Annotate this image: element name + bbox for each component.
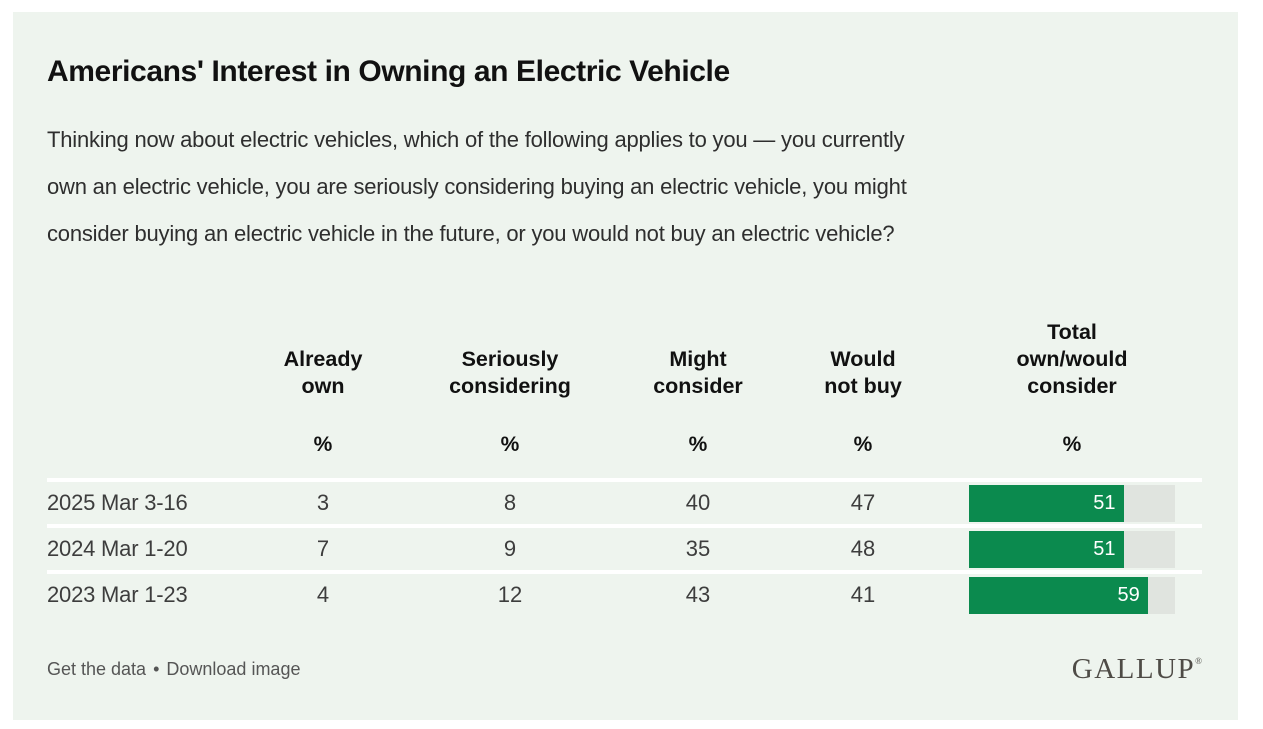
- bar-value-label: 51: [1093, 537, 1116, 560]
- value-would-not-buy: 47: [850, 490, 876, 515]
- table-row: 2025 Mar 3-16 3 8 40 47 51: [47, 478, 1202, 524]
- column-header-spacer: [47, 319, 237, 400]
- total-bar: 59: [969, 576, 1148, 614]
- value-seriously-considering: 9: [503, 536, 517, 561]
- page-title: Americans' Interest in Owning an Electri…: [47, 55, 730, 88]
- column-header-already-own: Already own: [283, 347, 363, 398]
- question-text: Thinking now about electric vehicles, wh…: [47, 116, 1202, 257]
- bar-track: 59: [969, 576, 1175, 614]
- unit-label: %: [1062, 433, 1082, 456]
- value-might-consider: 35: [685, 536, 711, 561]
- total-bar-cell: 51: [941, 530, 1202, 568]
- footer: Get the data • Download image GALLUP®: [47, 650, 1202, 688]
- table-header-row: Already own Seriously considering Might …: [47, 319, 1202, 400]
- question-line: consider buying an electric vehicle in t…: [47, 221, 895, 246]
- value-already-own: 4: [316, 582, 330, 607]
- value-already-own: 7: [316, 536, 330, 561]
- unit-label: %: [853, 433, 873, 456]
- footer-links: Get the data • Download image: [47, 659, 300, 680]
- gallup-logo: GALLUP®: [1072, 653, 1202, 686]
- total-bar: 51: [969, 530, 1124, 568]
- column-header-seriously-considering: Seriously considering: [449, 347, 571, 398]
- value-seriously-considering: 8: [503, 490, 517, 515]
- value-would-not-buy: 41: [850, 582, 876, 607]
- get-the-data-link[interactable]: Get the data: [47, 658, 147, 679]
- gallup-logo-text: GALLUP: [1071, 652, 1196, 685]
- unit-label: %: [500, 433, 520, 456]
- total-bar: 51: [969, 484, 1124, 522]
- chart-panel: Americans' Interest in Owning an Electri…: [13, 12, 1238, 720]
- bar-track: 51: [969, 530, 1175, 568]
- total-bar-cell: 51: [941, 484, 1202, 522]
- row-label: 2024 Mar 1-20: [47, 536, 188, 561]
- results-table: Already own Seriously considering Might …: [47, 319, 1202, 616]
- value-already-own: 3: [316, 490, 330, 515]
- value-seriously-considering: 12: [497, 582, 523, 607]
- download-image-link[interactable]: Download image: [166, 658, 301, 679]
- value-might-consider: 40: [685, 490, 711, 515]
- row-label: 2025 Mar 3-16: [47, 490, 188, 515]
- value-might-consider: 43: [685, 582, 711, 607]
- unit-label: %: [688, 433, 708, 456]
- bullet-separator: •: [153, 658, 160, 679]
- bar-track: 51: [969, 484, 1175, 522]
- table-row: 2023 Mar 1-23 4 12 43 41 59: [47, 570, 1202, 616]
- total-bar-cell: 59: [941, 576, 1202, 614]
- question-line: Thinking now about electric vehicles, wh…: [47, 127, 905, 152]
- column-header-total-own-would-consider: Total own/would consider: [1016, 320, 1128, 398]
- bar-value-label: 59: [1117, 583, 1140, 606]
- value-would-not-buy: 48: [850, 536, 876, 561]
- column-header-might-consider: Might consider: [653, 347, 743, 398]
- bar-value-label: 51: [1093, 491, 1116, 514]
- unit-row: % % % % %: [47, 428, 1202, 462]
- row-label: 2023 Mar 1-23: [47, 582, 188, 607]
- question-line: own an electric vehicle, you are serious…: [47, 174, 907, 199]
- column-header-would-not-buy: Would not buy: [824, 347, 902, 398]
- registered-trademark-icon: ®: [1195, 655, 1202, 666]
- unit-label: %: [313, 433, 333, 456]
- table-body: 2025 Mar 3-16 3 8 40 47 51 2024 Mar 1-20…: [47, 478, 1202, 616]
- table-row: 2024 Mar 1-20 7 9 35 48 51: [47, 524, 1202, 570]
- unit-spacer: [47, 428, 237, 462]
